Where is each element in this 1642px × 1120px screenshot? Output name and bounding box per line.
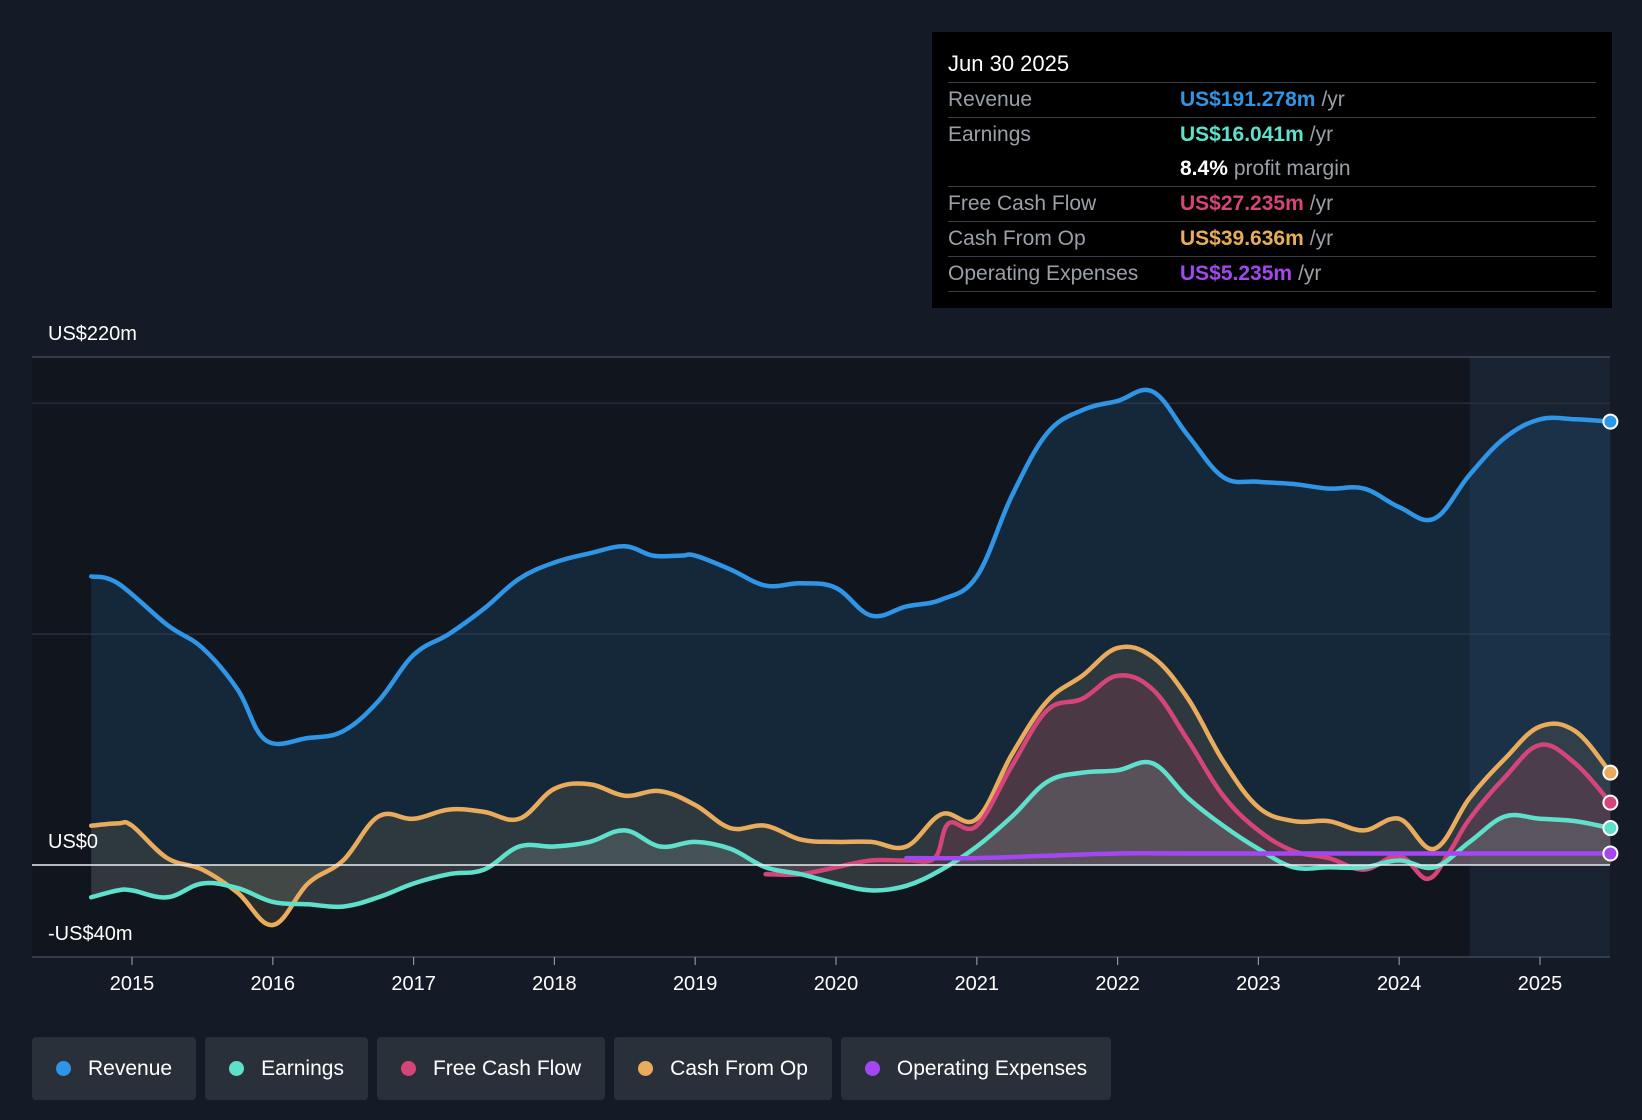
line-opex <box>904 851 1613 861</box>
tooltip-unit: profit margin <box>1233 157 1351 180</box>
legend-label-opex: Operating Expenses <box>896 1056 1088 1080</box>
legend-label-revenue: Revenue <box>88 1056 173 1080</box>
end-dot-opex <box>1602 845 1619 862</box>
x-tick-label: 2015 <box>110 973 155 995</box>
legend-item-revenue[interactable]: Revenue <box>32 1037 197 1100</box>
tooltip-label: Revenue <box>948 88 1033 111</box>
tooltip-label: Free Cash Flow <box>948 192 1097 215</box>
tooltip-value-revenue: US$191.278m <box>1180 88 1316 111</box>
opex-dot-icon <box>864 1061 880 1076</box>
tooltip-label: Cash From Op <box>948 227 1086 250</box>
x-tick-label: 2022 <box>1095 973 1140 995</box>
cfo-dot-icon <box>638 1061 654 1076</box>
x-tick-label: 2019 <box>673 973 718 995</box>
tooltip-label: Earnings <box>948 123 1031 146</box>
tooltip-value-cfo: US$39.636m <box>1180 227 1304 250</box>
tooltip-row-margin: 8.4% profit margin <box>948 152 1596 187</box>
end-dot-cfo <box>1602 764 1619 781</box>
legend-label-cfo: Cash From Op <box>670 1056 808 1080</box>
line-earnings <box>88 759 1613 910</box>
legend-label-earnings: Earnings <box>261 1056 344 1080</box>
legend-item-cfo[interactable]: Cash From Op <box>614 1037 832 1100</box>
line-revenue <box>88 387 1613 747</box>
tooltip-row-opex: Operating Expenses US$5.235m /yr <box>948 257 1596 292</box>
x-tick-label: 2020 <box>814 973 859 995</box>
tooltip-unit: /yr <box>1309 123 1334 146</box>
tooltip-value-fcf: US$27.235m <box>1180 192 1304 215</box>
x-tick-label: 2025 <box>1518 973 1563 995</box>
y-label-zero: US$0 <box>48 831 98 853</box>
y-label-top: US$220m <box>48 323 137 345</box>
x-tick-label: 2023 <box>1236 973 1281 995</box>
legend-item-opex[interactable]: Operating Expenses <box>840 1037 1112 1100</box>
x-tick-label: 2017 <box>391 973 436 995</box>
tooltip-value-earnings: US$16.041m <box>1180 123 1304 146</box>
area-revenue <box>91 389 1611 865</box>
tooltip-value-margin: 8.4% <box>1180 157 1228 180</box>
tooltip-row-fcf: Free Cash Flow US$27.235m /yr <box>948 187 1596 222</box>
tooltip-row-earnings: Earnings US$16.041m /yr <box>948 118 1596 152</box>
tooltip-row-revenue: Revenue US$191.278m /yr <box>948 83 1596 118</box>
tooltip-value-opex: US$5.235m <box>1180 262 1293 285</box>
legend-label-fcf: Free Cash Flow <box>432 1056 582 1080</box>
x-tick-label: 2018 <box>532 973 577 995</box>
tooltip: Jun 30 2025 Revenue US$191.278m /yr Earn… <box>932 32 1612 308</box>
tooltip-unit: /yr <box>1298 262 1322 285</box>
tooltip-unit: /yr <box>1309 227 1334 250</box>
revenue-dot-icon <box>56 1061 71 1076</box>
end-dot-earnings <box>1602 820 1619 837</box>
legend-item-fcf[interactable]: Free Cash Flow <box>376 1037 606 1100</box>
legend: Revenue Earnings Free Cash Flow Cash Fro… <box>32 1037 1112 1100</box>
tooltip-date: Jun 30 2025 <box>948 46 1596 83</box>
legend-item-earnings[interactable]: Earnings <box>205 1037 368 1100</box>
y-label-bottom: -US$40m <box>48 923 132 945</box>
line-fcf <box>763 673 1613 882</box>
tooltip-unit: /yr <box>1309 192 1334 215</box>
end-dot-fcf <box>1602 794 1619 811</box>
tooltip-row-cfo: Cash From Op US$39.636m /yr <box>948 222 1596 257</box>
plot-area-background <box>32 357 1610 957</box>
forecast-shade <box>1469 357 1610 957</box>
tooltip-unit: /yr <box>1321 88 1345 111</box>
fcf-dot-icon <box>400 1061 416 1076</box>
x-tick-label: 2021 <box>955 973 1000 995</box>
x-tick-label: 2016 <box>251 973 296 995</box>
tooltip-label <box>948 152 1180 186</box>
x-tick-label: 2024 <box>1377 973 1422 995</box>
end-dot-revenue <box>1602 413 1619 430</box>
tooltip-label: Operating Expenses <box>948 262 1139 285</box>
line-cfo <box>88 644 1613 928</box>
earnings-dot-icon <box>229 1061 245 1076</box>
